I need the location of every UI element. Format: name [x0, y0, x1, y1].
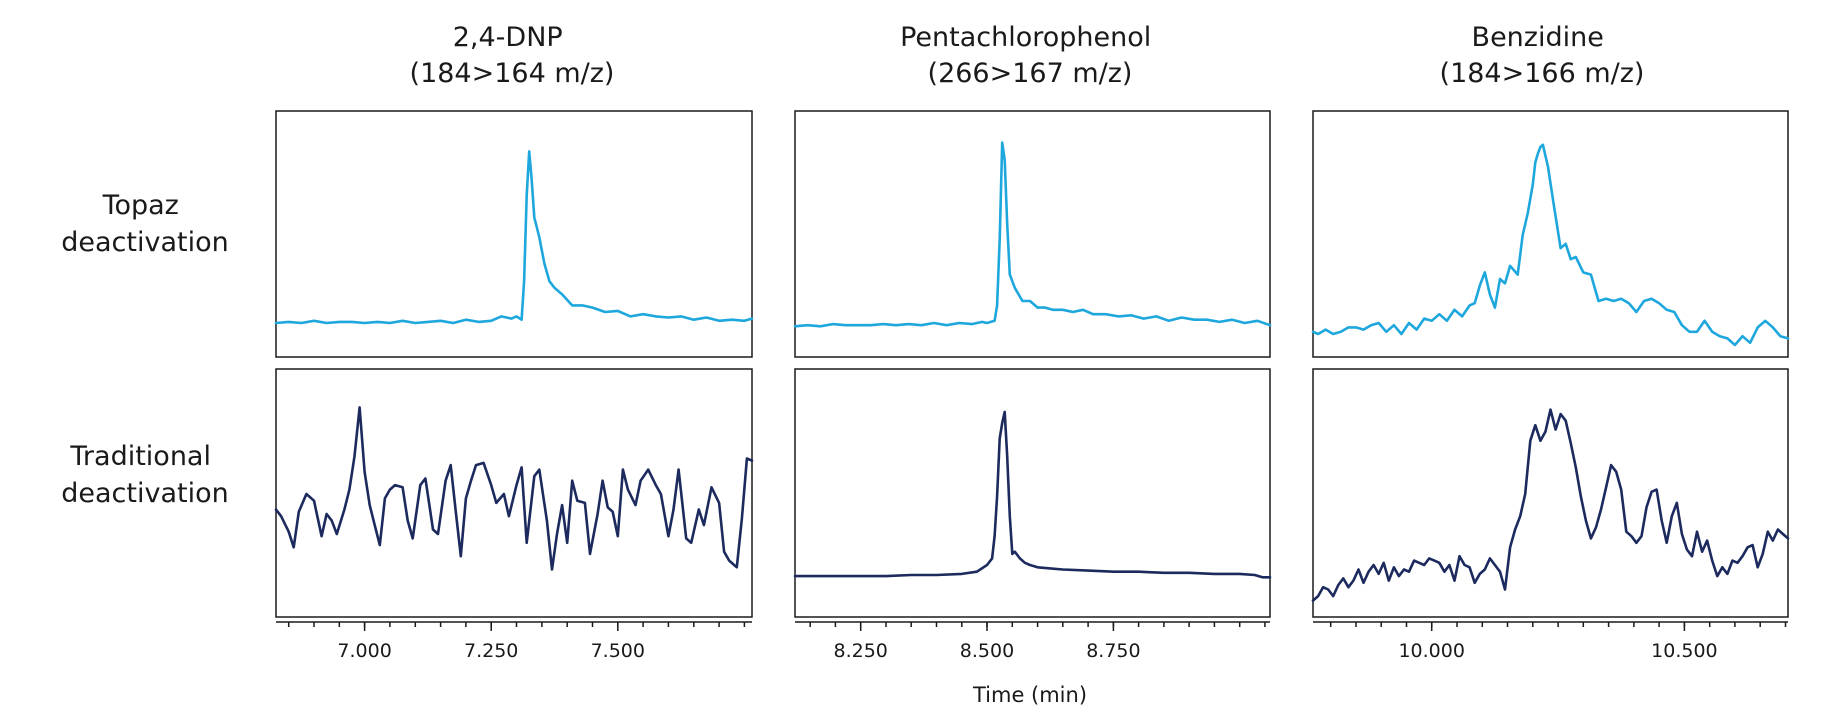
- row-label-traditional-line1: Traditional: [69, 441, 211, 472]
- panel-title-pcp-line2: (266>167 m/z): [928, 58, 1133, 89]
- x-tick-label-pcp: 8.250: [833, 640, 887, 662]
- panel-frame-dnp-traditional: [275, 368, 753, 618]
- panel-title-benzidine-line1: Benzidine: [1472, 22, 1604, 53]
- panel-frame-pcp-traditional: [794, 368, 1271, 618]
- panels-group: 7.000 7.250 7.500 8.250 8.500 8.750 10.000 10.5…: [274, 110, 1790, 662]
- x-axis-title: Time (min): [972, 683, 1087, 707]
- x-tick-label-benzidine: 10.500: [1651, 640, 1717, 662]
- row-label-topaz-line2: deactivation: [61, 227, 228, 258]
- row-label-traditional: Traditional deactivation: [61, 441, 228, 509]
- x-tick-label-pcp: 8.750: [1086, 640, 1140, 662]
- panel-title-dnp-line2: (184>164 m/z): [410, 58, 615, 89]
- row-label-topaz: Topaz deactivation: [61, 190, 228, 258]
- series-line-pcp-traditional: [793, 410, 1272, 579]
- row-label-topaz-line1: Topaz: [102, 190, 179, 221]
- panel-title-benzidine: Benzidine (184>166 m/z): [1440, 22, 1645, 89]
- panel-frame-dnp-topaz: [275, 110, 753, 358]
- series-line-dnp-traditional: [274, 406, 754, 571]
- panel-frame-benzidine-topaz: [1312, 110, 1789, 358]
- panel-title-pcp: Pentachlorophenol (266>167 m/z): [900, 22, 1160, 89]
- row-label-traditional-line2: deactivation: [61, 478, 228, 509]
- x-tick-label-pcp: 8.500: [960, 640, 1014, 662]
- panel-frame-pcp-topaz: [794, 110, 1271, 358]
- x-tick-label-dnp: 7.500: [591, 640, 645, 662]
- x-tick-label-dnp: 7.250: [464, 640, 518, 662]
- panel-title-benzidine-line2: (184>166 m/z): [1440, 58, 1645, 89]
- x-tick-label-dnp: 7.000: [337, 640, 391, 662]
- series-line-benzidine-topaz: [1311, 143, 1790, 347]
- panel-title-dnp-line1: 2,4-DNP: [453, 22, 563, 53]
- x-tick-label-benzidine: 10.000: [1398, 640, 1464, 662]
- series-line-benzidine-traditional: [1311, 408, 1790, 602]
- series-line-dnp-topaz: [274, 150, 754, 325]
- panel-frame-benzidine-traditional: [1312, 368, 1789, 618]
- panel-title-pcp-line1: Pentachlorophenol: [900, 22, 1151, 53]
- panel-title-dnp: 2,4-DNP (184>164 m/z): [410, 22, 615, 89]
- series-line-pcp-topaz: [793, 141, 1272, 328]
